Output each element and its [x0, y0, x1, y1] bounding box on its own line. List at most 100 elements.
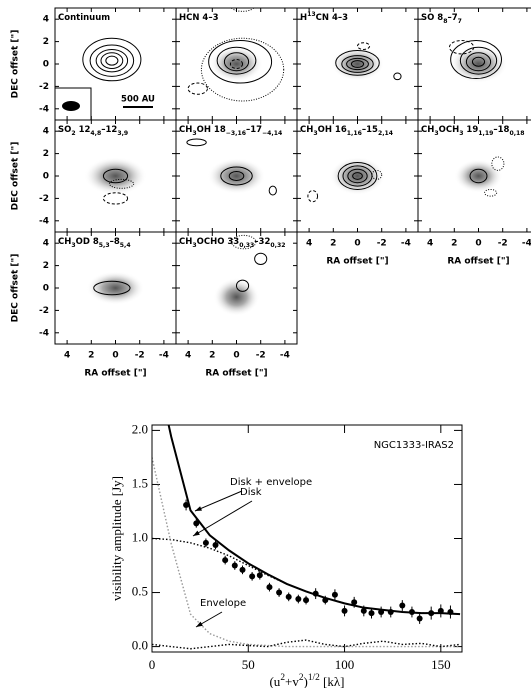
panel-label: CH3OD 85,3–85,4 [58, 237, 131, 249]
x-tick-label: -2 [256, 351, 266, 361]
contour [394, 73, 401, 80]
panel-label: SO 88–77 [421, 13, 462, 25]
x-tick-label: 0 [149, 657, 156, 672]
y-tick-label: -2 [39, 306, 49, 316]
x-tick-label: 2 [330, 239, 336, 249]
panel-label: Continuum [58, 13, 110, 23]
annotation: Disk [240, 487, 262, 498]
x-tick-label: 0 [112, 351, 118, 361]
x-tick-label: 0 [233, 351, 239, 361]
panel [449, 40, 507, 83]
data-point [378, 609, 384, 615]
emission-map [86, 271, 144, 305]
data-point [332, 592, 338, 598]
x-tick-label: -2 [135, 351, 145, 361]
panel: 500 AU [55, 38, 155, 120]
panel [331, 43, 401, 81]
x-tick-label: -2 [377, 239, 387, 249]
y-tick-label: 2 [43, 37, 49, 47]
subscript: −4,14 [262, 130, 282, 137]
y-axis-label: DEC offset ["] [11, 142, 21, 211]
x-tick-label: -4 [159, 351, 169, 361]
subscript: 5,4 [120, 242, 131, 249]
y-tick-label: 0 [43, 60, 49, 70]
subscript: 0,33 [239, 242, 254, 249]
panel [86, 271, 144, 305]
text-part: SO [58, 125, 71, 135]
annotation: Envelope [200, 598, 246, 609]
x-tick-label: -2 [498, 239, 508, 249]
panel [308, 157, 385, 202]
text-part: CH [179, 125, 192, 135]
x-axis-label: (u2+v2)1/2 [kλ] [269, 673, 344, 688]
x-tick-label: 0 [475, 239, 481, 249]
text-part: –7 [448, 13, 458, 23]
emission-map [331, 47, 384, 81]
panel-label: CH3OCH3 191,19–180,18 [421, 125, 525, 137]
y-tick-label: 1.0 [132, 529, 148, 544]
data-point [447, 609, 453, 615]
data-point [322, 597, 328, 603]
data-point [361, 608, 367, 614]
x-axis-label: RA offset ["] [447, 257, 509, 267]
text-part: –15 [362, 125, 378, 135]
data-point [276, 590, 282, 596]
plot-frame [152, 425, 462, 652]
figure: 500 AU420-2-4DEC offset ["]ContinuumHCN … [0, 0, 531, 688]
model-curve [152, 640, 460, 649]
x-tick-label: 4 [427, 239, 433, 249]
y-tick-label: 4 [43, 15, 49, 25]
text-part: H [300, 13, 307, 23]
data-point [342, 608, 348, 614]
plot-title: NGC1333-IRAS2 [374, 440, 454, 451]
subscript: 4,8 [90, 130, 101, 137]
x-axis-label: RA offset ["] [84, 369, 146, 379]
y-tick-label: -4 [39, 216, 49, 226]
data-point [303, 597, 309, 603]
text-part: –12 [101, 125, 117, 135]
panel [187, 139, 277, 195]
contour [188, 83, 207, 94]
text-part: CH [421, 125, 434, 135]
text-part: [kλ] [320, 674, 345, 688]
contour [269, 186, 276, 195]
x-tick-label: 4 [185, 351, 191, 361]
data-point [257, 572, 263, 578]
subscript: 0,32 [270, 242, 285, 249]
x-axis-label: RA offset ["] [205, 369, 267, 379]
text-part: 19 [463, 125, 478, 135]
y-tick-label: 0 [43, 284, 49, 294]
data-point [369, 610, 375, 616]
x-tick-label: 4 [64, 351, 70, 361]
data-point [388, 609, 394, 615]
data-point [295, 596, 301, 602]
panel-label: CH3OH 161,16–152,14 [300, 125, 393, 137]
data-point [438, 608, 444, 614]
emission-map [207, 158, 265, 194]
text-part: CH [58, 237, 71, 247]
x-tick-label: 150 [431, 657, 451, 672]
emission-map [454, 159, 502, 193]
y-tick-label: 1.5 [132, 475, 148, 490]
y-tick-label: -2 [39, 194, 49, 204]
data-point [239, 567, 245, 573]
data-point [313, 591, 319, 597]
data-point [213, 542, 219, 548]
subscript: 3,9 [117, 130, 128, 137]
data-point [286, 594, 292, 600]
data-point [266, 584, 272, 590]
emission-map [84, 157, 147, 195]
arrow-shaft [195, 491, 242, 511]
y-tick-label: 4 [43, 239, 49, 249]
data-point [183, 502, 189, 508]
text-part: –18 [493, 125, 509, 135]
text-part: –17 [246, 125, 262, 135]
beam [62, 101, 80, 111]
text-part: –8 [110, 237, 120, 247]
y-tick-label: 0 [43, 172, 49, 182]
y-axis-label: DEC offset ["] [11, 254, 21, 323]
y-axis-label: visibility amplitude [Jy] [109, 476, 124, 601]
x-tick-label: 4 [306, 239, 312, 249]
subscript: 1,16 [347, 130, 362, 137]
x-tick-label: 0 [354, 239, 360, 249]
